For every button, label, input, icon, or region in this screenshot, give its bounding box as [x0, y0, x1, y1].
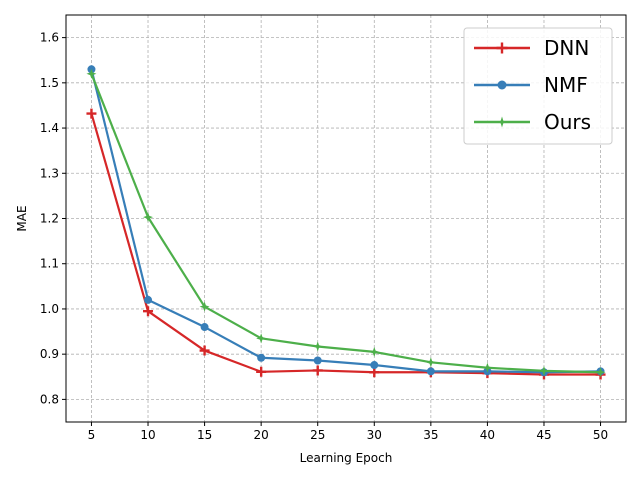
- x-tick-label: 15: [197, 428, 212, 442]
- data-point: [312, 365, 323, 376]
- data-point: [426, 367, 435, 376]
- y-tick-label: 1.0: [40, 302, 59, 316]
- legend-marker: [496, 42, 508, 54]
- y-tick-label: 1.1: [40, 257, 59, 271]
- legend: DNN NMF Ours: [463, 27, 613, 145]
- plot-frame: [65, 14, 627, 423]
- x-tick-label: 10: [140, 428, 155, 442]
- y-tick-label: 1.2: [40, 212, 59, 226]
- legend-marker: [496, 116, 508, 128]
- data-point: [199, 345, 210, 356]
- legend-marker: [497, 80, 507, 90]
- data-point: [369, 346, 380, 357]
- data-point: [482, 362, 493, 373]
- data-point: [370, 361, 379, 370]
- x-tick-label: 40: [480, 428, 495, 442]
- data-point: [595, 367, 606, 378]
- data-point: [199, 301, 210, 312]
- x-tick-label: 35: [423, 428, 438, 442]
- series-line-ours: [90, 73, 601, 374]
- y-tick-label: 1.5: [40, 76, 59, 90]
- y-tick-label: 1.3: [40, 166, 59, 180]
- data-point: [143, 306, 154, 317]
- data-point: [86, 68, 97, 79]
- x-tick-label: 50: [593, 428, 608, 442]
- data-point: [200, 323, 209, 332]
- series-line-dnn: [90, 113, 601, 376]
- y-axis-label: MAE: [15, 205, 29, 231]
- data-point: [257, 353, 266, 362]
- series-group: [86, 65, 606, 380]
- data-point: [425, 357, 436, 368]
- series-nmf: [87, 65, 605, 377]
- x-axis-ticks: 5 10 15 20 25 30 35 40 45 50: [88, 422, 608, 442]
- data-point: [312, 341, 323, 352]
- y-tick-label: 0.8: [40, 392, 59, 406]
- data-point: [313, 356, 322, 365]
- series-ours: [86, 68, 606, 378]
- data-point: [143, 212, 154, 223]
- legend-item-ours: Ours: [474, 110, 591, 134]
- x-tick-label: 45: [536, 428, 551, 442]
- legend-box: [463, 27, 613, 145]
- data-point: [256, 366, 267, 377]
- x-tick-label: 30: [367, 428, 382, 442]
- data-point: [144, 295, 153, 304]
- data-point: [369, 367, 380, 378]
- x-tick-label: 25: [310, 428, 325, 442]
- y-tick-label: 0.9: [40, 347, 59, 361]
- y-axis-ticks: 0.8 0.9 1.0 1.1 1.2 1.3 1.4 1.5 1.6: [40, 31, 66, 406]
- x-axis-label: Learning Epoch: [300, 451, 393, 465]
- data-point: [86, 108, 97, 119]
- legend-label: DNN: [544, 36, 589, 60]
- legend-label: NMF: [544, 73, 588, 97]
- y-tick-label: 1.6: [40, 31, 59, 45]
- x-tick-label: 5: [88, 428, 96, 442]
- data-point: [538, 365, 549, 376]
- data-point: [256, 333, 267, 344]
- legend-label: Ours: [544, 110, 591, 134]
- y-tick-label: 1.4: [40, 121, 59, 135]
- legend-item-dnn: DNN: [474, 36, 589, 60]
- legend-item-nmf: NMF: [474, 73, 588, 97]
- series-line-nmf: [90, 69, 601, 374]
- x-tick-label: 20: [254, 428, 269, 442]
